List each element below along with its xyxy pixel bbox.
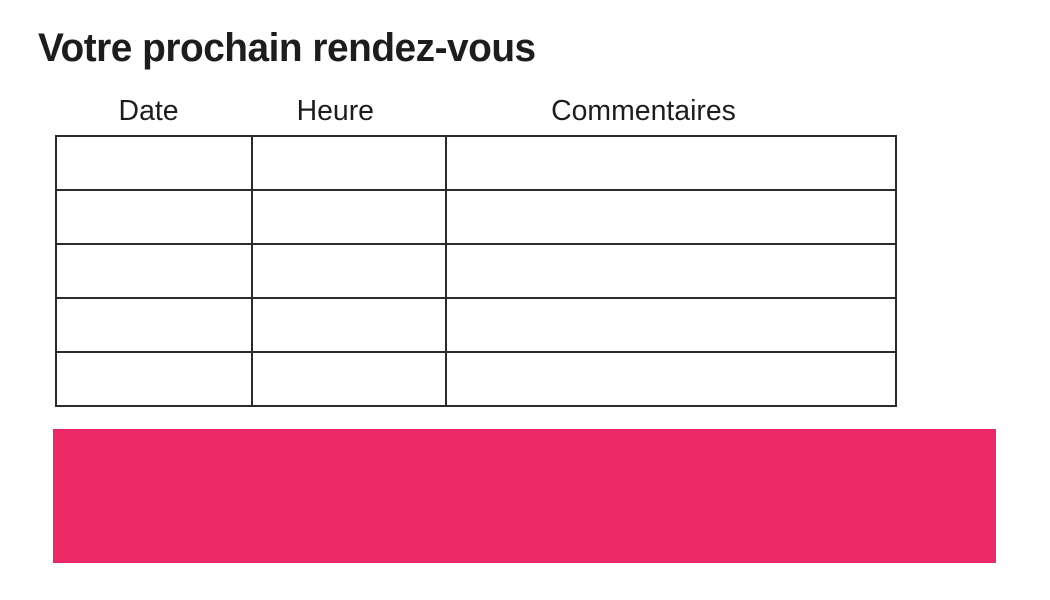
appointments-table bbox=[55, 135, 897, 407]
table-cell bbox=[55, 297, 253, 353]
table-row bbox=[55, 243, 897, 299]
table-row bbox=[55, 189, 897, 245]
table-cell bbox=[445, 243, 897, 299]
table-row bbox=[55, 351, 897, 407]
table-cell bbox=[55, 135, 253, 191]
table-row bbox=[55, 135, 897, 191]
column-header-heure: Heure bbox=[296, 95, 374, 127]
table-row bbox=[55, 297, 897, 353]
table-cell bbox=[251, 189, 447, 245]
table-cell bbox=[251, 297, 447, 353]
table-cell bbox=[445, 189, 897, 245]
pink-banner bbox=[53, 429, 996, 563]
page-title: Votre prochain rendez-vous bbox=[38, 26, 536, 70]
table-cell bbox=[55, 189, 253, 245]
table-column-headers: Date Heure Commentaires bbox=[55, 92, 859, 130]
table-cell bbox=[251, 243, 447, 299]
table-cell bbox=[251, 135, 447, 191]
table-cell bbox=[251, 351, 447, 407]
table-cell bbox=[55, 243, 253, 299]
table-cell bbox=[445, 351, 897, 407]
table-cell bbox=[55, 351, 253, 407]
column-header-commentaires: Commentaires bbox=[551, 95, 736, 127]
table-cell bbox=[445, 135, 897, 191]
column-header-date: Date bbox=[118, 95, 179, 127]
table-cell bbox=[445, 297, 897, 353]
